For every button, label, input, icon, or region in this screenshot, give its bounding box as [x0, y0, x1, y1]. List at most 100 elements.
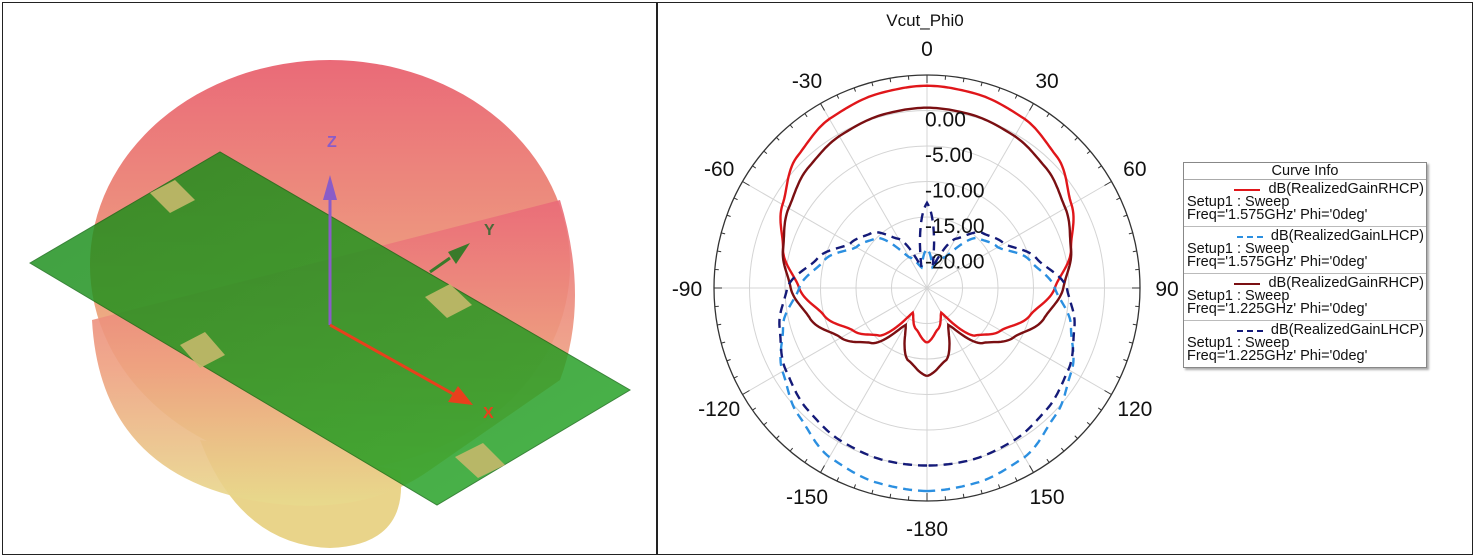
legend-setup: Setup1 : Sweep [1187, 241, 1290, 257]
angle-tick-mark [1074, 137, 1078, 141]
angle-tick-mark [742, 181, 750, 186]
angle-tick-mark [1029, 465, 1034, 473]
legend-item: dB(RealizedGainLHCP) Setup1 : Sweep Freq… [1184, 321, 1426, 367]
legend-series-name: dB(RealizedGainRHCP) [1268, 181, 1424, 197]
chart-title: Vcut_Phi0 [886, 11, 964, 30]
radial-tick-label: -15.00 [925, 215, 985, 238]
patch-element [455, 443, 505, 478]
angle-tick-mark [871, 489, 874, 494]
angle-tick-mark [1123, 214, 1128, 217]
radial-tick-label: -10.00 [925, 180, 985, 203]
angle-tick-mark [962, 493, 965, 498]
angle-tick-mark [889, 78, 892, 83]
angle-tick-label: 60 [1123, 158, 1146, 181]
angle-tick-label: -150 [786, 486, 828, 509]
angle-tick-mark [1086, 421, 1091, 426]
angle-tick-mark [836, 94, 840, 99]
angle-tick-label: 0 [921, 38, 933, 61]
angle-tick-label: 30 [1035, 70, 1058, 93]
grid-spoke [742, 287, 928, 395]
angle-tick-mark [733, 375, 738, 379]
legend-item: dB(RealizedGainRHCP) Setup1 : Sweep Freq… [1184, 274, 1426, 321]
angle-tick-mark [1097, 165, 1102, 169]
legend-series-name: dB(RealizedGainLHCP) [1270, 228, 1424, 244]
series-curve-3 [781, 106, 1073, 378]
angle-tick-mark [853, 87, 856, 92]
radial-tick-label: -5.00 [925, 144, 973, 167]
angle-tick-label: 150 [1029, 486, 1064, 509]
legend: Curve Info dB(RealizedGainRHCP) Setup1 :… [1183, 162, 1427, 368]
angle-tick-mark [1132, 323, 1137, 326]
angle-tick-mark [962, 78, 965, 83]
angle-tick-mark [998, 484, 1001, 489]
y-axis-label: Y [484, 222, 495, 239]
angle-tick-mark [980, 82, 983, 87]
grid-spoke [926, 287, 1112, 395]
legend-swatch [1236, 235, 1263, 238]
legend-swatch [1236, 329, 1263, 332]
angle-tick-mark [998, 87, 1001, 92]
panel-divider [656, 2, 658, 555]
legend-title: Curve Info [1184, 163, 1426, 180]
angle-tick-mark [763, 421, 768, 426]
radial-tick-label: 0.00 [925, 109, 966, 132]
radial-tick-label: -20.00 [925, 251, 985, 274]
z-axis-label: Z [327, 134, 337, 151]
angle-tick-mark [804, 113, 808, 118]
legend-params: Freq='1.575GHz' Phi='0deg' [1187, 254, 1368, 270]
angle-tick-mark [1074, 435, 1078, 439]
angle-tick-mark [1132, 250, 1137, 253]
grid-spoke [926, 287, 1034, 473]
angle-tick-mark [1116, 197, 1121, 201]
legend-swatch [1234, 282, 1261, 285]
x-axis-line [329, 323, 456, 397]
z-axis-arrowhead-icon [323, 175, 337, 200]
angle-tick-mark [853, 484, 856, 489]
angle-tick-mark [836, 477, 840, 482]
legend-params: Freq='1.575GHz' Phi='0deg' [1187, 207, 1368, 223]
angle-tick-mark [804, 458, 808, 463]
angle-tick-mark [1060, 124, 1065, 129]
angle-tick-label: 90 [1155, 278, 1178, 301]
angle-tick-mark [1014, 94, 1018, 99]
angle-tick-mark [789, 447, 794, 452]
angle-tick-mark [1123, 359, 1128, 362]
angle-tick-label: -30 [792, 70, 822, 93]
angle-tick-mark [889, 493, 892, 498]
angle-tick-mark [1046, 113, 1050, 118]
legend-item: dB(RealizedGainLHCP) Setup1 : Sweep Freq… [1184, 227, 1426, 274]
angle-tick-mark [820, 465, 825, 473]
angle-tick-mark [1060, 447, 1065, 452]
legend-swatch [1234, 188, 1261, 191]
patch-element [150, 180, 195, 213]
angle-tick-mark [1014, 477, 1018, 482]
grid-spoke [742, 181, 928, 289]
angle-tick-mark [717, 250, 722, 253]
angle-tick-mark [1086, 150, 1091, 155]
angle-tick-mark [1116, 375, 1121, 379]
legend-item: dB(RealizedGainRHCP) Setup1 : Sweep Freq… [1184, 180, 1426, 227]
angle-tick-mark [1104, 390, 1112, 395]
angle-tick-mark [1097, 407, 1102, 411]
angle-tick-mark [776, 435, 780, 439]
x-axis-arrowhead-icon [448, 386, 473, 405]
patch-element [425, 284, 472, 318]
angle-tick-mark [752, 407, 757, 411]
angle-tick-label: 120 [1117, 398, 1152, 421]
ground-plane [29, 151, 631, 506]
angle-tick-label: -60 [704, 158, 734, 181]
angle-tick-mark [763, 150, 768, 155]
radiation-pattern-3d: Z X Y [29, 60, 631, 548]
angle-tick-mark [721, 341, 726, 344]
series-curve-1 [779, 84, 1075, 344]
series-curve-4 [778, 200, 1076, 467]
angle-tick-mark [1029, 103, 1034, 111]
legend-series-name: dB(RealizedGainLHCP) [1270, 322, 1424, 338]
angle-tick-mark [980, 489, 983, 494]
legend-params: Freq='1.225GHz' Phi='0deg' [1187, 301, 1368, 317]
angle-tick-mark [1128, 341, 1133, 344]
angle-tick-mark [1046, 458, 1050, 463]
